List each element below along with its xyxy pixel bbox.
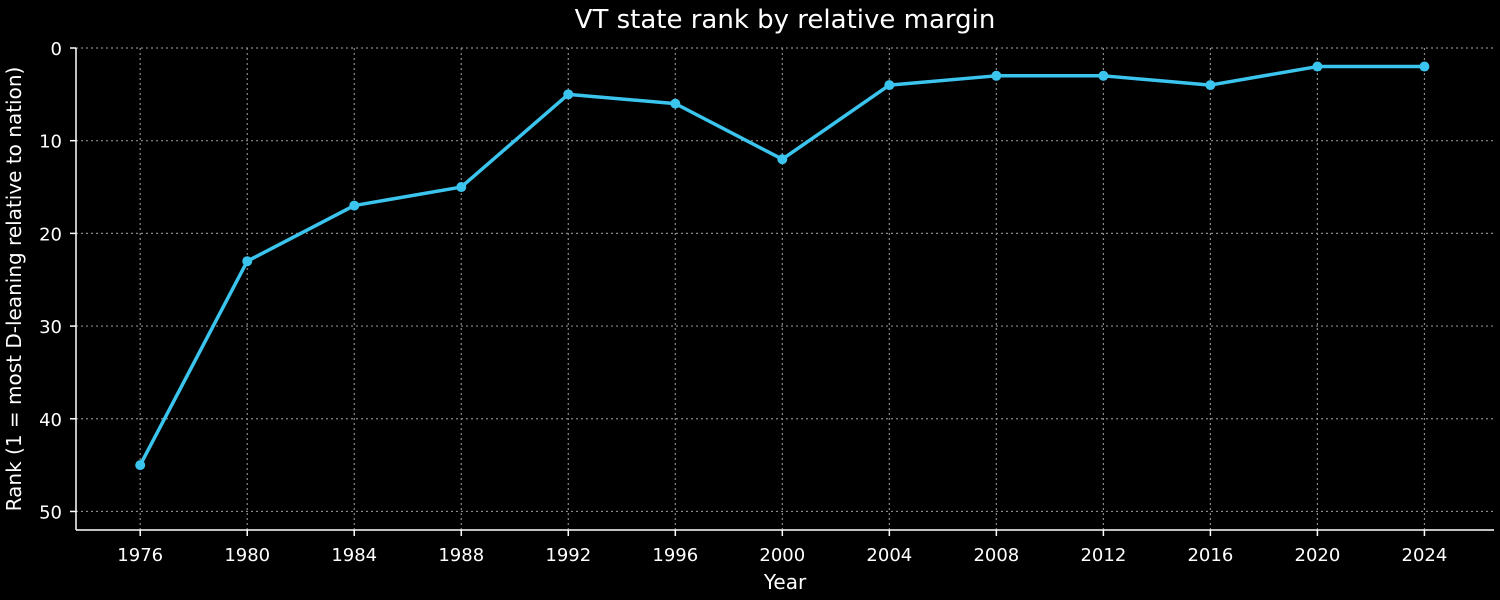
data-point-2020 (1312, 61, 1323, 72)
data-point-1996 (670, 98, 681, 109)
x-tick-label: 2000 (759, 545, 805, 566)
y-axis-label: Rank (1 = most D-leaning relative to nat… (2, 67, 26, 512)
y-tick-label: 30 (39, 317, 62, 338)
x-tick-label: 1988 (438, 545, 484, 566)
data-point-2004 (884, 80, 895, 91)
y-tick-label: 40 (39, 410, 62, 431)
data-point-1976 (135, 460, 146, 471)
data-point-1984 (349, 200, 360, 211)
x-tick-label: 1976 (117, 545, 163, 566)
y-ticks: 0 10 20 30 40 50 (39, 39, 76, 523)
x-tick-label: 2024 (1402, 545, 1448, 566)
x-axis-label: Year (763, 570, 807, 594)
data-point-1980 (242, 256, 253, 267)
y-tick-label: 50 (39, 502, 62, 523)
x-tick-label: 1980 (224, 545, 270, 566)
data-point-2008 (991, 70, 1002, 81)
x-tick-label: 2008 (973, 545, 1019, 566)
y-tick-label: 0 (51, 39, 62, 60)
chart-title: VT state rank by relative margin (575, 5, 996, 35)
x-tick-label: 1996 (652, 545, 698, 566)
y-tick-label: 10 (39, 132, 62, 153)
data-point-2024 (1419, 61, 1430, 72)
x-ticks: 1976 1980 1984 1988 1992 1996 2000 2004 2008 2012… (117, 530, 1447, 566)
grid (76, 47, 1494, 530)
data-point-1992 (563, 89, 574, 100)
data-point-2016 (1205, 80, 1216, 91)
axes (75, 48, 1494, 531)
series-group (135, 61, 1430, 471)
data-point-2000 (777, 154, 788, 165)
y-tick-label: 20 (39, 224, 62, 245)
x-tick-label: 2004 (866, 545, 912, 566)
x-tick-label: 1984 (331, 545, 377, 566)
x-tick-label: 2016 (1187, 545, 1233, 566)
data-point-2012 (1098, 70, 1109, 81)
x-tick-label: 1992 (545, 545, 591, 566)
data-point-1988 (456, 182, 467, 193)
x-tick-label: 2020 (1295, 545, 1341, 566)
x-tick-label: 2012 (1080, 545, 1126, 566)
